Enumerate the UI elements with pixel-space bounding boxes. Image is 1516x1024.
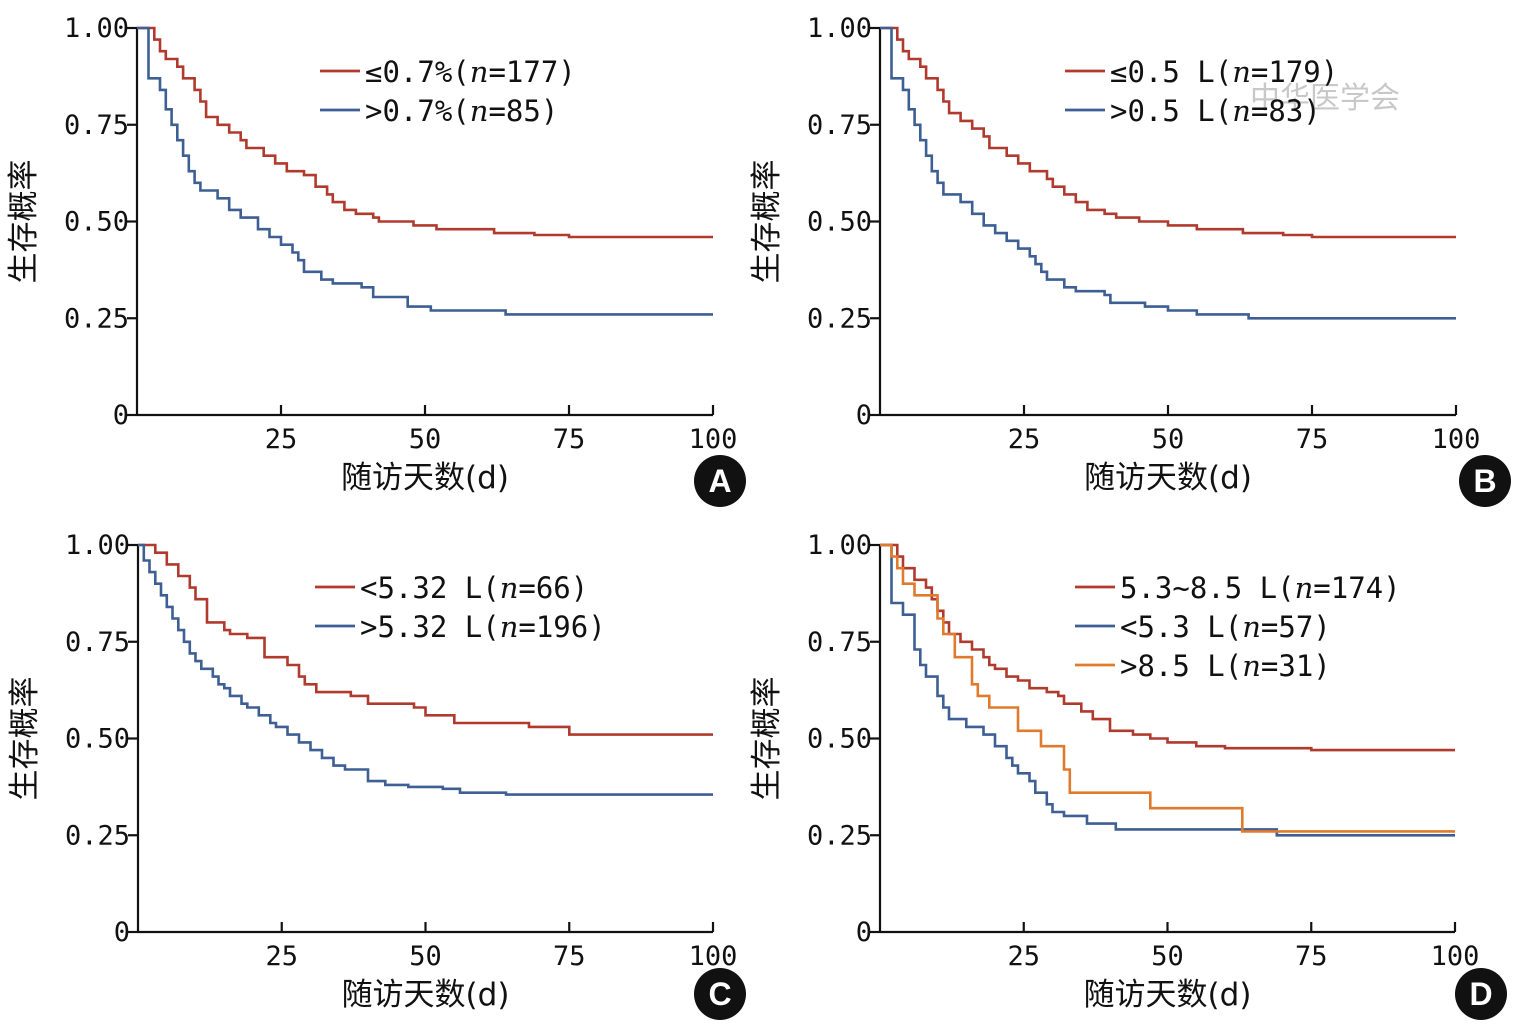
y-axis-label: 生存概率 [7,677,43,801]
survival-curve-1 [137,26,713,239]
y-tick-label: 0 [113,400,129,431]
survival-curve-2 [880,543,1455,837]
x-tick-label: 100 [1431,941,1480,972]
y-axis-label: 生存概率 [749,677,785,801]
x-tick-label: 25 [265,941,298,972]
y-tick-label: 0.25 [65,820,130,851]
survival-curve-1 [880,26,1456,239]
x-tick-label: 75 [553,941,586,972]
x-tick-label: 100 [689,941,738,972]
x-tick-label: 25 [1007,941,1040,972]
legend-entry-label: ≤0.7%(n=177) [365,55,576,89]
survival-curve-2 [880,26,1456,320]
panel-badge-label: C [708,976,731,1012]
panel-c: 0 0.25 0.50 0.75 1.00 25 50 75 100 随访天数(d) 生存概率 <5.… [7,530,746,1020]
x-tick-label: 75 [1295,941,1328,972]
y-tick-label: 0.75 [807,627,872,658]
panel-badge [694,968,746,1020]
legend-entry-label: <5.3 L(n=57) [1120,610,1331,644]
x-tick-label: 25 [265,424,298,455]
y-tick-label: 0.25 [807,303,872,334]
y-tick-label: 0.75 [65,627,130,658]
x-tick-label: 100 [1432,424,1481,455]
panel-badge-label: D [1469,976,1492,1012]
x-tick-label: 75 [1296,424,1329,455]
y-tick-label: 0 [114,917,130,948]
y-tick-label: 1.00 [807,13,872,44]
survival-curve-1 [880,543,1455,752]
panel-badge [1455,968,1507,1020]
x-tick-label: 100 [689,424,738,455]
panel-badge [1459,455,1511,507]
legend-entry-label: ≤0.5 L(n=179) [1110,55,1338,89]
y-tick-label: 1.00 [64,13,129,44]
panel-badge-label: A [708,463,731,499]
y-tick-label: 0.50 [64,207,129,238]
x-tick-label: 50 [409,424,442,455]
x-axis-label: 随访天数(d) [1084,460,1252,496]
y-tick-label: 0.50 [807,724,872,755]
y-tick-label: 0.75 [64,110,129,141]
panel-badge-label: B [1473,463,1496,499]
survival-curve-2 [138,543,713,796]
x-tick-label: 50 [409,941,442,972]
y-tick-label: 0 [856,917,872,948]
x-axis-label: 随访天数(d) [341,460,509,496]
x-tick-label: 75 [553,424,586,455]
y-tick-label: 0 [856,400,872,431]
y-axis-label: 生存概率 [6,160,42,284]
legend-entry-label: >5.32 L(n=196) [360,610,606,644]
survival-curve-3 [880,543,1455,833]
x-axis-label: 随访天数(d) [1084,977,1252,1013]
panel-badge [694,455,746,507]
y-tick-label: 0.50 [807,207,872,238]
x-tick-label: 25 [1008,424,1041,455]
panel-b: 0 0.25 0.50 0.75 1.00 25 50 75 100 随访天数(d) 生存概率 ≤0.… [749,13,1511,507]
x-tick-label: 50 [1151,941,1184,972]
panel-a: 0 0.25 0.50 0.75 1.00 25 50 75 100 随访天数(d) 生存概率 ≤0.… [6,13,746,507]
y-tick-label: 0.75 [807,110,872,141]
y-tick-label: 1.00 [807,530,872,561]
legend-entry-label: 5.3~8.5 L(n=174) [1120,571,1401,605]
legend-entry-label: >0.7%(n=85) [365,94,558,128]
survival-curve-2 [137,26,713,316]
watermark-text: 中华医学会 [1250,81,1400,116]
legend-entry-label: >8.5 L(n=31) [1120,649,1331,683]
y-axis-label: 生存概率 [749,160,785,284]
legend-entry-label: >0.5 L(n=83) [1110,94,1321,128]
y-tick-label: 0.25 [807,820,872,851]
x-axis-label: 随访天数(d) [342,977,510,1013]
legend-entry-label: <5.32 L(n=66) [360,571,588,605]
y-tick-label: 0.50 [65,724,130,755]
x-tick-label: 50 [1152,424,1185,455]
y-tick-label: 0.25 [64,303,129,334]
chart-panels: 0 0.25 0.50 0.75 1.00 25 50 75 100 随访天数(d) 生存概率 ≤0.… [6,13,1511,1020]
survival-curve-1 [138,543,713,736]
y-tick-label: 1.00 [65,530,130,561]
panel-d: 0 0.25 0.50 0.75 1.00 25 50 75 100 随访天数(d) 生存概率 5.3… [749,530,1507,1020]
